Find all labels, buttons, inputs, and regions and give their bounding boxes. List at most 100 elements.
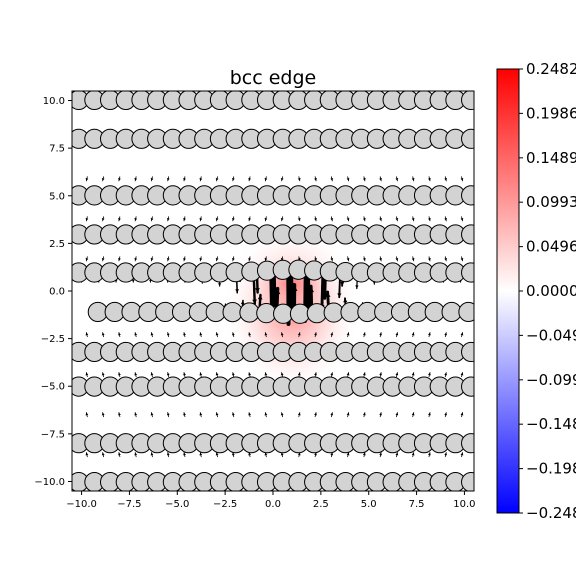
- x-tick-label: 5.0: [361, 499, 377, 510]
- colorbar-tick-label: −0.248: [526, 504, 576, 522]
- displacement-arrow-head: [460, 178, 464, 181]
- displacement-arrow-head: [444, 258, 448, 261]
- displacement-arrow-head: [257, 295, 263, 300]
- displacement-arrow-head: [274, 288, 281, 295]
- atom: [289, 303, 311, 324]
- displacement-arrow-head: [231, 332, 235, 336]
- x-tick-label: −2.5: [213, 499, 237, 510]
- displacement-arrow-head: [314, 452, 317, 456]
- displacement-arrow-head: [150, 452, 154, 456]
- displacement-arrow-head: [183, 412, 186, 416]
- displacement-arrow-head: [297, 218, 301, 221]
- displacement-arrow-head: [85, 332, 89, 336]
- displacement-arrow-head: [118, 218, 121, 221]
- chart-title: bcc edge: [230, 67, 317, 89]
- atom: [273, 303, 294, 324]
- y-tick-label: −10.0: [34, 477, 65, 488]
- displacement-arrow-head: [379, 332, 382, 336]
- displacement-arrow-head: [325, 292, 331, 298]
- atom: [138, 301, 159, 323]
- displacement-arrow-head: [411, 332, 415, 336]
- x-tick-label: −7.5: [117, 499, 141, 510]
- displacement-arrow-head: [101, 332, 105, 336]
- displacement-arrow-head: [395, 452, 399, 456]
- displacement-arrow-head: [395, 178, 399, 181]
- displacement-arrow-head: [118, 412, 121, 416]
- displacement-arrow-head: [395, 412, 399, 416]
- atom: [461, 91, 474, 111]
- displacement-arrow-head: [248, 452, 252, 456]
- displacement-arrow-head: [340, 281, 345, 286]
- atom: [461, 376, 474, 397]
- displacement-arrow-head: [297, 452, 301, 456]
- displacement-arrow-head: [460, 452, 464, 456]
- displacement-arrow-head: [166, 372, 170, 376]
- displacement-arrow-head: [428, 178, 431, 181]
- displacement-arrow-head: [411, 218, 415, 221]
- displacement-arrow-head: [346, 258, 350, 261]
- atom: [461, 471, 474, 491]
- x-axis: −10.0 −7.5 −5.0 −2.5 0.0 2.5 5.0 7.5 10.0: [66, 491, 476, 510]
- x-tick-label: 0.0: [265, 499, 281, 510]
- y-tick-label: −5.0: [41, 382, 65, 393]
- displacement-arrow-head: [280, 218, 284, 221]
- plot-area: [72, 91, 474, 491]
- displacement-arrow-head: [280, 452, 284, 456]
- displacement-arrow-head: [118, 178, 121, 181]
- displacement-arrow-head: [444, 372, 448, 376]
- displacement-arrow-head: [215, 178, 219, 181]
- displacement-arrow-head: [150, 178, 154, 181]
- displacement-arrow-head: [199, 452, 203, 456]
- displacement-arrow-head: [428, 412, 431, 416]
- displacement-arrow-head: [215, 218, 219, 221]
- colorbar-tick-label: 0.0993: [526, 193, 576, 211]
- y-tick-label: 2.5: [49, 239, 65, 250]
- displacement-arrow-head: [322, 293, 328, 299]
- colorbar-tick-label: 0.0496: [526, 238, 576, 256]
- displacement-arrow-head: [85, 372, 89, 376]
- atom: [461, 341, 474, 363]
- displacement-arrow-head: [101, 372, 105, 376]
- displacement-arrow-head: [346, 218, 350, 221]
- displacement-arrow-head: [460, 412, 464, 416]
- displacement-arrow-head: [231, 178, 235, 181]
- displacement-arrow-head: [215, 452, 219, 456]
- colorbar-ticks: 0.2482 0.1986 0.1489 0.0993 0.0496 0.0000 −0.0…: [519, 60, 576, 522]
- displacement-arrow-head: [330, 258, 334, 261]
- displacement-arrow-head: [85, 452, 89, 456]
- displacement-arrow-head: [85, 218, 89, 221]
- displacement-arrow-head: [255, 288, 260, 293]
- displacement-arrow-head: [379, 452, 382, 456]
- displacement-arrow-head: [264, 452, 268, 456]
- atom: [458, 301, 474, 323]
- displacement-arrow-head: [183, 332, 186, 336]
- atom: [155, 301, 176, 323]
- displacement-arrow-head: [411, 258, 415, 261]
- atom: [222, 302, 243, 323]
- atom: [340, 302, 361, 323]
- displacement-arrow-head: [379, 412, 382, 416]
- displacement-arrow-head: [248, 258, 252, 261]
- displacement-arrow-head: [297, 332, 301, 336]
- y-tick-label: 5.0: [49, 191, 65, 202]
- displacement-arrow-head: [183, 178, 186, 181]
- atom: [171, 301, 193, 323]
- displacement-arrow-head: [264, 218, 268, 221]
- displacement-arrow-head: [307, 286, 314, 293]
- displacement-arrow-head: [199, 178, 203, 181]
- displacement-arrow-head: [199, 412, 203, 416]
- displacement-arrow-head: [330, 332, 334, 336]
- displacement-arrow-head: [280, 412, 284, 416]
- displacement-arrow-head: [379, 218, 382, 221]
- displacement-arrow-head: [395, 372, 399, 376]
- displacement-arrow-head: [240, 300, 245, 305]
- displacement-arrow-head: [411, 178, 415, 181]
- atom: [390, 301, 412, 323]
- displacement-arrow-head: [280, 178, 284, 181]
- displacement-arrow-head: [134, 412, 138, 416]
- displacement-arrow-head: [460, 332, 464, 336]
- displacement-arrow-head: [444, 452, 448, 456]
- displacement-arrow-head: [411, 372, 415, 376]
- displacement-arrow-head: [134, 452, 138, 456]
- displacement-arrow-head: [314, 258, 317, 261]
